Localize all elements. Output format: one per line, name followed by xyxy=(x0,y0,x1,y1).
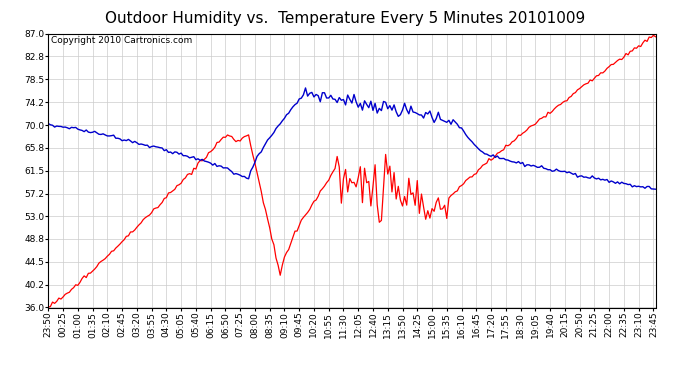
Text: Copyright 2010 Cartronics.com: Copyright 2010 Cartronics.com xyxy=(51,36,193,45)
Text: Outdoor Humidity vs.  Temperature Every 5 Minutes 20101009: Outdoor Humidity vs. Temperature Every 5… xyxy=(105,11,585,26)
